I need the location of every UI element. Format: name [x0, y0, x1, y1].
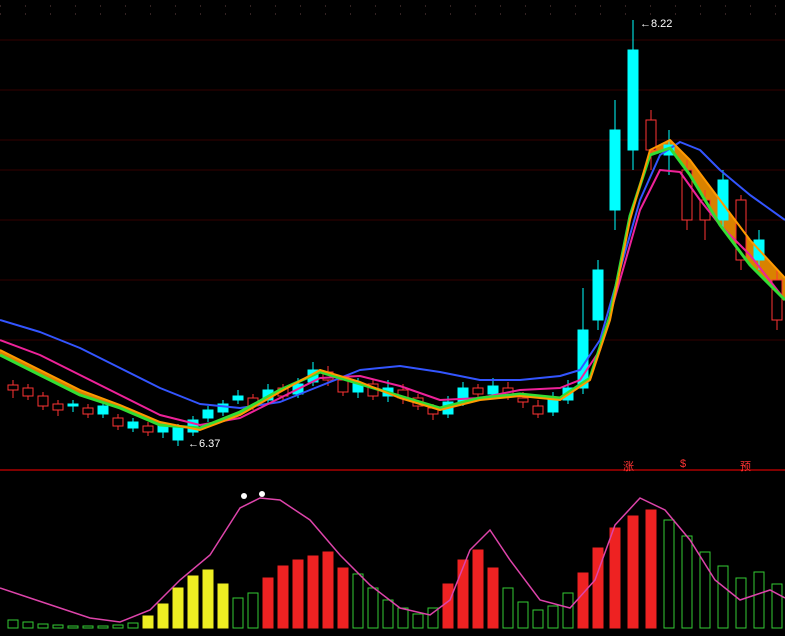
stock-chart — [0, 0, 785, 636]
indicator-label: 涨 — [623, 458, 634, 474]
price-low-label: ←6.37 — [188, 438, 220, 450]
indicator-label: $ — [680, 458, 686, 470]
price-high-label: ←8.22 — [640, 18, 672, 30]
indicator-label: 预 — [740, 458, 751, 474]
